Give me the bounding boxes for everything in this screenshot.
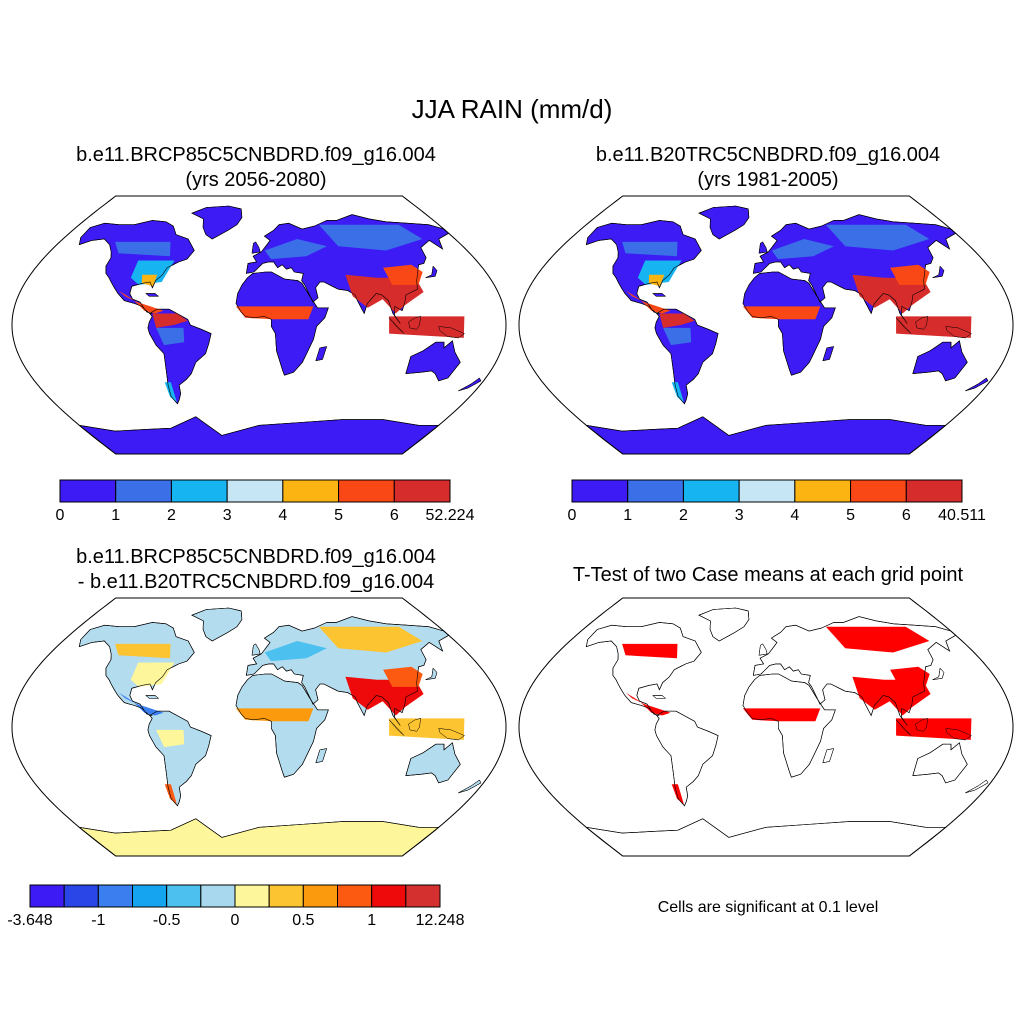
colorbar-2-swatch xyxy=(682,479,740,503)
panel-3-title: b.e11.BRCP85C5CNBDRD.f09_g16.004 - b.e11… xyxy=(6,545,506,595)
colorbar-3-swatch xyxy=(63,884,99,908)
colorbar-2-swatch xyxy=(794,479,852,503)
colorbar-1-swatch xyxy=(226,479,284,503)
figure-title: JJA RAIN (mm/d) xyxy=(411,94,613,124)
colorbar-1-swatch xyxy=(393,479,451,503)
colorbar-3-tick-label: -3.648 xyxy=(7,912,52,929)
colorbar-2-tick-label: 1 xyxy=(623,507,632,524)
colorbar-2-swatch xyxy=(850,479,907,503)
colorbar-1-tick-label: 3 xyxy=(223,507,232,524)
colorbar-2-swatch xyxy=(627,479,684,503)
colorbar-panel-3: -3.648 -1 -0.5 0 0.5 1 12.248 xyxy=(7,884,465,929)
panel-2-title-line2: (yrs 1981-2005) xyxy=(697,169,839,191)
colorbar-3-swatch xyxy=(29,884,65,908)
colorbar-2-tick-label: 0 xyxy=(568,507,577,524)
colorbar-1-tick-label: 4 xyxy=(278,507,287,524)
colorbar-3-swatch xyxy=(166,884,202,908)
map-panel-1 xyxy=(11,195,507,455)
colorbar-1-tick-label: 52.224 xyxy=(426,507,475,524)
colorbar-3-swatch xyxy=(97,884,134,908)
colorbar-panel-2: 0 1 2 3 4 5 6 40.511 xyxy=(568,479,986,524)
colorbar-3-tick-label: 1 xyxy=(367,912,376,929)
colorbar-1-tick-label: 1 xyxy=(111,507,120,524)
panel-3-title-line2: - b.e11.B20TRC5CNBDRD.f09_g16.004 xyxy=(77,571,435,593)
map-panel-2 xyxy=(518,195,1014,455)
colorbar-2-tick-label: 40.511 xyxy=(938,507,986,524)
colorbar-2-tick-label: 5 xyxy=(846,507,855,524)
panel-1-title-line2: (yrs 2056-2080) xyxy=(185,169,327,191)
colorbar-3-tick-label: -0.5 xyxy=(153,912,181,929)
colorbar-1-tick-label: 0 xyxy=(56,507,65,524)
colorbar-2-tick-label: 3 xyxy=(735,507,744,524)
panel-1-title-line1: b.e11.BRCP85C5CNBDRD.f09_g16.004 xyxy=(76,144,436,166)
colorbar-1-swatch xyxy=(170,479,228,503)
colorbar-2-swatch xyxy=(738,479,796,503)
significance-note: Cells are significant at 0.1 level xyxy=(657,899,879,916)
panel-4-title: T-Test of two Case means at each grid po… xyxy=(572,564,964,586)
colorbar-1-swatch xyxy=(59,479,117,503)
colorbar-3-tick-label: -1 xyxy=(91,912,105,929)
colorbar-2-tick-label: 6 xyxy=(902,507,911,524)
map-panel-3-difference xyxy=(11,597,507,857)
colorbar-1-swatch xyxy=(282,479,340,503)
colorbar-3-tick-label: 0.5 xyxy=(292,912,314,929)
panel-3-title-line1: b.e11.BRCP85C5CNBDRD.f09_g16.004 xyxy=(76,546,436,568)
colorbar-3-swatch xyxy=(337,884,373,908)
colorbar-3-swatch xyxy=(200,884,236,908)
map-panel-4-ttest xyxy=(518,597,1014,857)
colorbar-1-tick-label: 6 xyxy=(390,507,399,524)
colorbar-3-swatch xyxy=(268,884,304,908)
colorbar-3-swatch xyxy=(302,884,339,908)
colorbar-3-tick-label: 0 xyxy=(231,912,240,929)
colorbar-2-tick-label: 4 xyxy=(790,507,799,524)
panel-2-title-line1: b.e11.B20TRC5CNBDRD.f09_g16.004 xyxy=(595,144,941,166)
colorbar-1-tick-label: 5 xyxy=(334,507,343,524)
colorbar-3-swatch xyxy=(405,884,441,908)
colorbar-1-swatch xyxy=(338,479,395,503)
panel-1-title: b.e11.BRCP85C5CNBDRD.f09_g16.004 (yrs 20… xyxy=(6,143,506,193)
colorbar-3-swatch xyxy=(371,884,407,908)
colorbar-2-swatch xyxy=(905,479,963,503)
colorbar-3-tick-label: 12.248 xyxy=(416,912,465,929)
colorbar-2-tick-label: 2 xyxy=(679,507,688,524)
colorbar-3-swatch xyxy=(132,884,168,908)
colorbar-panel-1: 0 1 2 3 4 5 6 52.224 xyxy=(56,479,475,524)
colorbar-2-swatch xyxy=(571,479,629,503)
colorbar-1-swatch xyxy=(115,479,172,503)
panel-2-title: b.e11.B20TRC5CNBDRD.f09_g16.004 (yrs 198… xyxy=(518,143,1018,193)
colorbar-3-swatch xyxy=(234,884,270,908)
colorbar-1-tick-label: 2 xyxy=(167,507,176,524)
